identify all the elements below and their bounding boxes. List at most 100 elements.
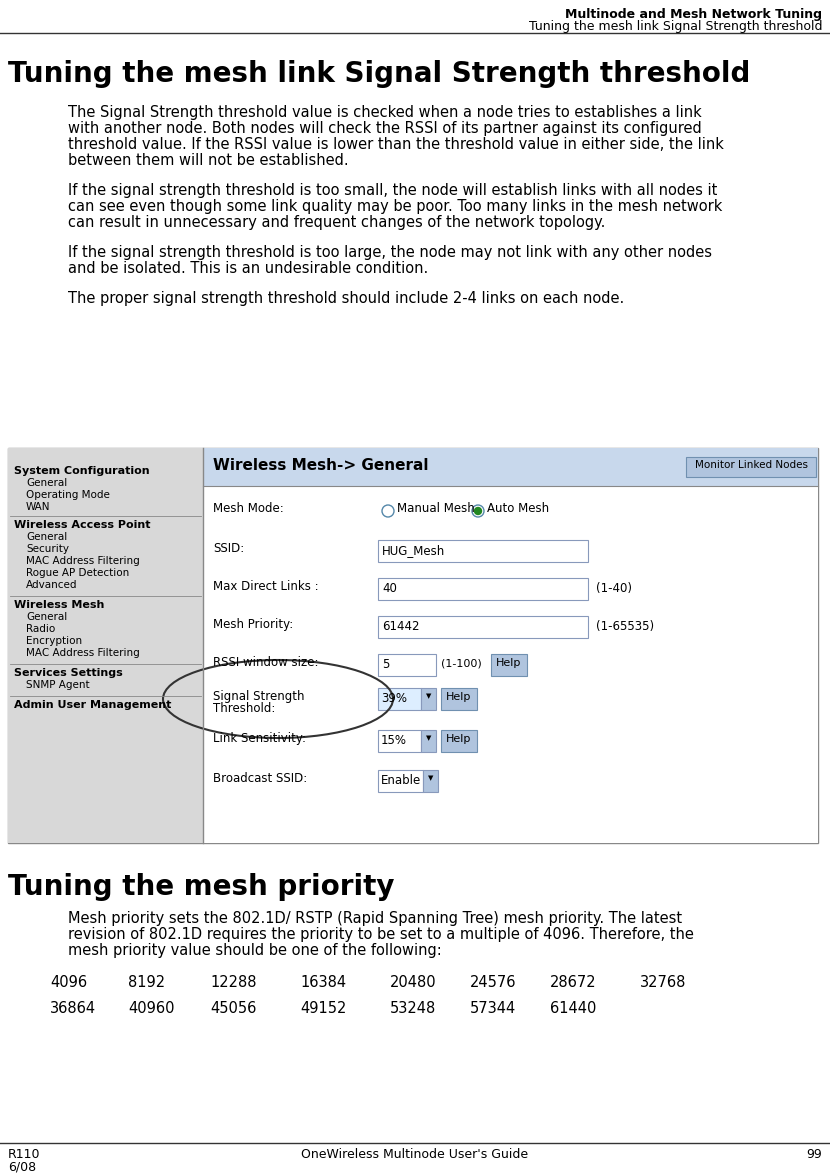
Text: 49152: 49152 [300,1001,346,1016]
Text: OneWireless Multinode User's Guide: OneWireless Multinode User's Guide [301,1148,529,1161]
Text: 4096: 4096 [50,974,87,990]
Text: Broadcast SSID:: Broadcast SSID: [213,772,307,785]
Text: with another node. Both nodes will check the RSSI of its partner against its con: with another node. Both nodes will check… [68,121,701,136]
Text: WAN: WAN [26,502,51,512]
Text: Mesh Mode:: Mesh Mode: [213,502,284,515]
FancyBboxPatch shape [491,654,527,676]
Text: between them will not be established.: between them will not be established. [68,153,349,168]
Text: MAC Address Filtering: MAC Address Filtering [26,556,139,566]
Text: Link Sensitivity:: Link Sensitivity: [213,733,306,745]
Text: ▼: ▼ [427,735,432,741]
Text: Admin User Management: Admin User Management [14,700,171,710]
FancyBboxPatch shape [421,730,436,753]
Text: (1-100): (1-100) [441,657,481,668]
Text: (1-40): (1-40) [596,582,632,595]
Text: 5: 5 [382,657,389,672]
Text: Encryption: Encryption [26,636,82,646]
Text: General: General [26,478,67,488]
Text: R110: R110 [8,1148,41,1161]
Text: The Signal Strength threshold value is checked when a node tries to establishes : The Signal Strength threshold value is c… [68,104,701,120]
Text: Wireless Mesh-> General: Wireless Mesh-> General [213,458,428,473]
Text: Manual Mesh: Manual Mesh [397,502,475,515]
Text: Advanced: Advanced [26,580,77,591]
Text: The proper signal strength threshold should include 2-4 links on each node.: The proper signal strength threshold sho… [68,291,624,306]
FancyBboxPatch shape [203,448,818,486]
Text: ▼: ▼ [427,693,432,699]
Text: Security: Security [26,544,69,554]
Text: 15%: 15% [381,734,407,747]
Text: 53248: 53248 [390,1001,437,1016]
Text: General: General [26,532,67,542]
Text: RSSI window size:: RSSI window size: [213,656,319,669]
FancyBboxPatch shape [378,770,423,792]
Text: 32768: 32768 [640,974,686,990]
Text: Radio: Radio [26,625,56,634]
Text: 99: 99 [806,1148,822,1161]
Text: revision of 802.1D requires the priority to be set to a multiple of 4096. Theref: revision of 802.1D requires the priority… [68,927,694,942]
Text: 20480: 20480 [390,974,437,990]
Text: 61440: 61440 [550,1001,597,1016]
Text: 28672: 28672 [550,974,597,990]
FancyBboxPatch shape [423,770,438,792]
Circle shape [475,507,481,514]
Text: General: General [26,612,67,622]
Text: 8192: 8192 [128,974,165,990]
Text: Rogue AP Detection: Rogue AP Detection [26,568,129,578]
Text: Wireless Access Point: Wireless Access Point [14,520,150,529]
FancyBboxPatch shape [378,578,588,600]
Text: mesh priority value should be one of the following:: mesh priority value should be one of the… [68,943,442,958]
Text: threshold value. If the RSSI value is lower than the threshold value in either s: threshold value. If the RSSI value is lo… [68,137,724,151]
Text: Tuning the mesh link Signal Strength threshold: Tuning the mesh link Signal Strength thr… [529,20,822,33]
Text: SSID:: SSID: [213,542,244,555]
FancyBboxPatch shape [378,688,421,710]
FancyBboxPatch shape [378,654,436,676]
FancyBboxPatch shape [378,730,421,753]
Text: MAC Address Filtering: MAC Address Filtering [26,648,139,657]
Text: Tuning the mesh link Signal Strength threshold: Tuning the mesh link Signal Strength thr… [8,60,750,88]
Text: Threshold:: Threshold: [213,702,276,715]
Text: (1-65535): (1-65535) [596,620,654,633]
Text: 39%: 39% [381,691,407,706]
Text: Max Direct Links :: Max Direct Links : [213,580,319,593]
Text: 36864: 36864 [50,1001,96,1016]
FancyBboxPatch shape [8,448,203,843]
Text: Monitor Linked Nodes: Monitor Linked Nodes [695,460,808,470]
FancyBboxPatch shape [8,448,818,843]
FancyBboxPatch shape [686,457,816,477]
Text: SNMP Agent: SNMP Agent [26,680,90,690]
Text: System Configuration: System Configuration [14,466,149,475]
Text: Services Settings: Services Settings [14,668,123,679]
Text: 40960: 40960 [128,1001,174,1016]
Text: Help: Help [496,657,522,668]
Text: and be isolated. This is an undesirable condition.: and be isolated. This is an undesirable … [68,261,428,276]
Text: Wireless Mesh: Wireless Mesh [14,600,105,610]
Text: Enable: Enable [381,774,422,787]
Text: If the signal strength threshold is too small, the node will establish links wit: If the signal strength threshold is too … [68,183,717,198]
FancyBboxPatch shape [441,730,477,753]
Text: Mesh priority sets the 802.1D/ RSTP (Rapid Spanning Tree) mesh priority. The lat: Mesh priority sets the 802.1D/ RSTP (Rap… [68,911,682,926]
FancyBboxPatch shape [441,688,477,710]
Text: Multinode and Mesh Network Tuning: Multinode and Mesh Network Tuning [565,8,822,21]
Text: Operating Mode: Operating Mode [26,490,110,500]
Text: can result in unnecessary and frequent changes of the network topology.: can result in unnecessary and frequent c… [68,215,605,230]
Text: HUG_Mesh: HUG_Mesh [382,544,445,556]
Text: Help: Help [447,734,471,744]
Text: can see even though some link quality may be poor. Too many links in the mesh ne: can see even though some link quality ma… [68,200,722,214]
FancyBboxPatch shape [421,688,436,710]
Text: Mesh Priority:: Mesh Priority: [213,618,293,630]
Text: Tuning the mesh priority: Tuning the mesh priority [8,873,394,900]
Text: If the signal strength threshold is too large, the node may not link with any ot: If the signal strength threshold is too … [68,245,712,259]
Text: Help: Help [447,691,471,702]
Text: 57344: 57344 [470,1001,516,1016]
Text: 24576: 24576 [470,974,516,990]
Text: 40: 40 [382,582,397,595]
Text: Signal Strength: Signal Strength [213,690,305,703]
Text: 45056: 45056 [210,1001,256,1016]
Text: Auto Mesh: Auto Mesh [487,502,549,515]
Text: 12288: 12288 [210,974,256,990]
Text: 6/08: 6/08 [8,1160,37,1173]
Text: 16384: 16384 [300,974,346,990]
FancyBboxPatch shape [378,616,588,637]
FancyBboxPatch shape [203,448,818,843]
FancyBboxPatch shape [378,540,588,562]
